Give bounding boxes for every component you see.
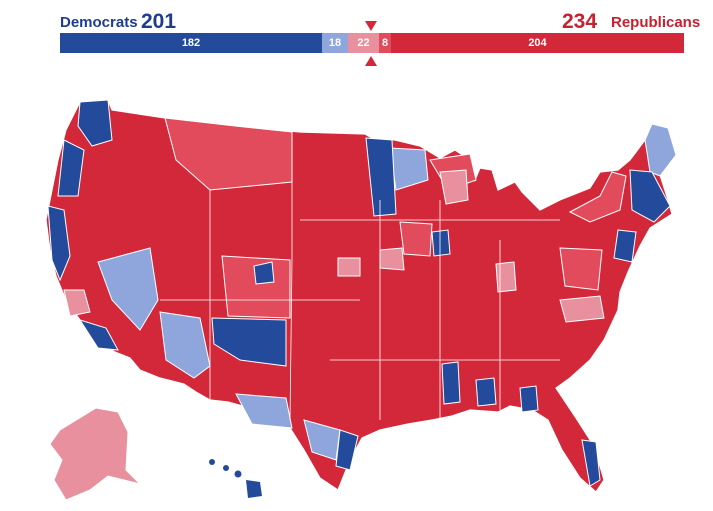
california-coast-dem xyxy=(47,205,71,282)
democrats-label: Democrats xyxy=(60,14,138,31)
mississippi-dem xyxy=(441,361,461,405)
republicans-label: Republicans xyxy=(611,14,701,31)
illinois-north-region xyxy=(399,221,433,257)
contiguous-us-landmass xyxy=(45,99,677,493)
tossup-segment[interactable]: 22 xyxy=(348,33,379,53)
us-house-district-map[interactable] xyxy=(0,80,713,511)
california-south-dem xyxy=(78,319,119,351)
alaska-tossup xyxy=(49,407,142,501)
hawaii-dem xyxy=(209,459,262,498)
ohio-tossup xyxy=(495,261,517,293)
maine-lean-dem xyxy=(644,123,677,177)
safe-republican-segment[interactable]: 204 xyxy=(391,33,684,53)
florida-dem xyxy=(581,439,601,487)
pennsylvania-east-region xyxy=(559,247,603,291)
arizona-lean-dem xyxy=(159,311,211,379)
new-england-dem xyxy=(629,169,671,223)
alabama-dem xyxy=(475,377,497,407)
nevada-lean-dem xyxy=(97,247,159,331)
seat-balance-bar: 182 18 22 8 204 xyxy=(60,33,684,53)
colorado-dem xyxy=(253,261,275,285)
majority-marker-top-icon xyxy=(365,21,377,31)
new-mexico-lean-dem xyxy=(235,393,293,429)
republicans-total: 234 xyxy=(562,10,598,33)
iowa-tossup xyxy=(379,247,405,271)
democrats-total: 201 xyxy=(141,10,177,33)
lean-democrat-segment[interactable]: 18 xyxy=(322,33,348,53)
texas-south-lean-dem xyxy=(303,419,341,461)
texas-gulf-dem xyxy=(335,429,359,471)
nebraska-tossup xyxy=(337,257,361,277)
virginia-tossup xyxy=(559,295,605,323)
safe-democrat-districts xyxy=(47,99,671,487)
western-ny-region xyxy=(568,171,627,223)
california-tossup xyxy=(63,289,91,317)
illinois-dem xyxy=(431,229,451,257)
georgia-dem xyxy=(519,385,539,413)
district-boundaries xyxy=(160,132,560,421)
oregon-coast-dem xyxy=(57,139,85,197)
lean-republican-segment[interactable]: 8 xyxy=(379,33,391,53)
minnesota-dem xyxy=(365,137,397,217)
mid-atlantic-dem xyxy=(613,229,637,263)
seat-summary-header: Democrats 201 234 Republicans 182 18 22 … xyxy=(0,0,713,70)
wisconsin-tossup xyxy=(439,169,469,205)
new-mexico-dem xyxy=(211,317,287,367)
majority-marker-bottom-icon xyxy=(365,56,377,66)
washington-dem xyxy=(77,99,113,147)
safe-democrat-segment[interactable]: 182 xyxy=(60,33,322,53)
